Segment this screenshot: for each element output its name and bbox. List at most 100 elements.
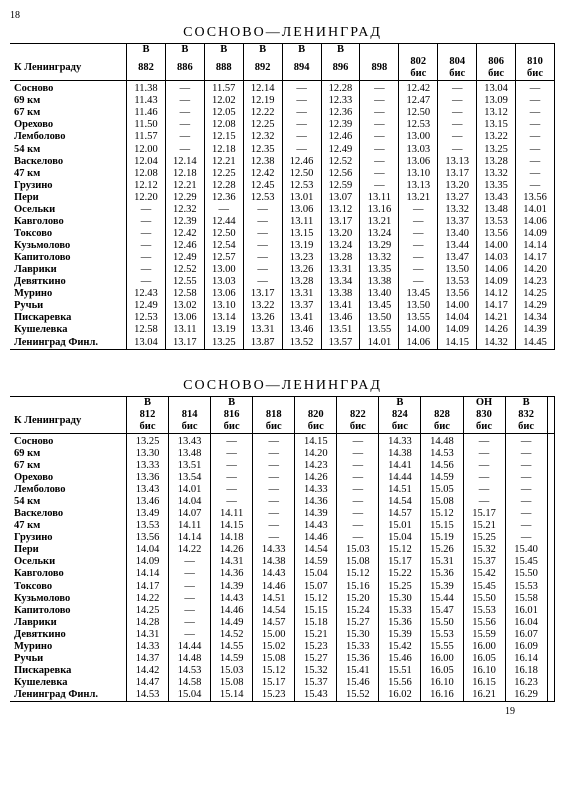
station-cell: Лемболово — [10, 484, 127, 496]
time-cell: 14.39 — [295, 508, 337, 520]
time-cell: 11.43 — [127, 95, 166, 107]
time-cell: — — [282, 95, 321, 107]
time-cell: 12.42 — [165, 228, 204, 240]
time-cell: 14.37 — [127, 653, 169, 665]
time-cell: 15.42 — [379, 641, 421, 653]
time-cell: 13.07 — [321, 192, 360, 204]
time-cell: 13.35 — [477, 180, 516, 192]
time-cell: 13.43 — [127, 484, 169, 496]
time-cell: 15.33 — [379, 605, 421, 617]
time-cell: 13.56 — [438, 288, 477, 300]
time-cell: 15.36 — [379, 617, 421, 629]
time-cell: 12.15 — [204, 131, 243, 143]
time-cell: 11.50 — [127, 119, 166, 131]
time-cell: — — [253, 484, 295, 496]
time-cell: 12.00 — [127, 144, 166, 156]
time-cell: 15.17 — [379, 556, 421, 568]
time-cell: 14.07 — [169, 508, 211, 520]
time-cell: 13.13 — [399, 180, 438, 192]
time-cell: 14.18 — [211, 532, 253, 544]
time-cell: 12.49 — [127, 300, 166, 312]
time-cell: 15.16 — [337, 581, 379, 593]
time-cell: 13.17 — [243, 288, 282, 300]
time-cell: 11.57 — [127, 131, 166, 143]
time-cell: 14.21 — [477, 312, 516, 324]
time-cell: 15.21 — [463, 520, 505, 532]
time-cell: 15.04 — [379, 532, 421, 544]
time-cell: — — [211, 484, 253, 496]
time-cell: 14.59 — [211, 653, 253, 665]
time-cell: — — [360, 180, 399, 192]
time-cell: — — [337, 433, 379, 448]
time-cell: 13.53 — [438, 276, 477, 288]
time-cell: 14.45 — [516, 337, 555, 350]
time-cell: — — [438, 81, 477, 96]
time-cell: 12.18 — [204, 144, 243, 156]
station-cell: Девяткино — [10, 629, 127, 641]
time-cell: 12.47 — [399, 95, 438, 107]
time-cell: 13.45 — [360, 300, 399, 312]
time-cell: — — [505, 433, 547, 448]
time-cell: 13.28 — [477, 156, 516, 168]
time-cell: 15.37 — [463, 556, 505, 568]
time-cell: 13.06 — [165, 312, 204, 324]
time-cell: 12.45 — [243, 180, 282, 192]
time-cell: 15.41 — [337, 665, 379, 677]
time-cell: 12.44 — [204, 216, 243, 228]
station-cell: 47 км — [10, 520, 127, 532]
station-cell: 69 км — [10, 448, 127, 460]
time-cell: 16.15 — [463, 677, 505, 689]
time-cell: 13.46 — [127, 496, 169, 508]
time-cell: 13.14 — [204, 312, 243, 324]
time-cell: — — [127, 204, 166, 216]
time-cell: 15.27 — [337, 617, 379, 629]
time-cell: 15.47 — [421, 605, 463, 617]
time-cell: 12.35 — [243, 144, 282, 156]
time-cell: — — [253, 472, 295, 484]
time-cell: 15.36 — [421, 568, 463, 580]
time-cell: — — [127, 216, 166, 228]
time-cell: 15.32 — [463, 544, 505, 556]
time-cell: — — [463, 433, 505, 448]
time-cell: — — [243, 252, 282, 264]
time-cell: 14.53 — [421, 448, 463, 460]
time-cell: 14.04 — [438, 312, 477, 324]
time-cell: 15.03 — [211, 665, 253, 677]
time-cell: 12.04 — [127, 156, 166, 168]
time-cell: 15.26 — [421, 544, 463, 556]
time-cell: — — [516, 168, 555, 180]
time-cell: 14.09 — [127, 556, 169, 568]
time-cell: — — [516, 144, 555, 156]
time-cell: 16.00 — [421, 653, 463, 665]
time-cell: 14.43 — [253, 568, 295, 580]
time-cell: 13.19 — [204, 324, 243, 336]
time-cell: 13.33 — [127, 460, 169, 472]
time-cell: 14.01 — [516, 204, 555, 216]
time-cell: 13.21 — [360, 216, 399, 228]
time-cell: 13.32 — [438, 204, 477, 216]
time-cell: — — [399, 264, 438, 276]
time-cell: 13.52 — [282, 337, 321, 350]
time-cell: 13.25 — [127, 433, 169, 448]
time-cell: — — [360, 131, 399, 143]
train-number-header: 898 — [360, 56, 399, 81]
time-cell: 16.18 — [505, 665, 547, 677]
time-cell: 14.51 — [379, 484, 421, 496]
time-cell: — — [360, 144, 399, 156]
time-cell: 15.30 — [379, 593, 421, 605]
time-cell: 12.57 — [204, 252, 243, 264]
time-cell: 13.25 — [477, 144, 516, 156]
time-cell: — — [253, 508, 295, 520]
time-cell: 14.36 — [295, 496, 337, 508]
time-cell: 14.00 — [399, 324, 438, 336]
time-cell: 13.22 — [477, 131, 516, 143]
time-cell: 14.33 — [295, 484, 337, 496]
time-cell: 13.22 — [243, 300, 282, 312]
time-cell: 14.54 — [253, 605, 295, 617]
time-cell: 14.53 — [127, 689, 169, 702]
time-cell: 13.41 — [282, 312, 321, 324]
time-cell: 15.08 — [211, 677, 253, 689]
time-cell: 12.05 — [204, 107, 243, 119]
time-cell: 12.58 — [127, 324, 166, 336]
time-cell: 12.49 — [321, 144, 360, 156]
